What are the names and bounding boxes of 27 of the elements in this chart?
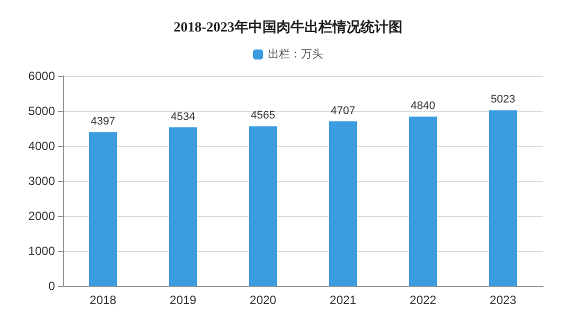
data-label: 4840 [410,100,436,112]
y-tick-label: 1000 [28,244,56,258]
x-tick-label: 2022 [410,293,437,307]
x-tick-label: 2021 [330,293,357,307]
x-tick-label: 2023 [490,293,517,307]
bar [409,116,437,286]
bar [249,126,277,286]
data-label: 4397 [90,116,116,128]
bar [169,127,197,286]
legend-label: 出栏：万头 [268,48,323,60]
data-label: 4534 [170,110,196,123]
x-tick-label: 2018 [90,293,117,307]
data-label: 4565 [250,110,276,122]
y-tick-label: 2000 [28,209,56,223]
data-label: 4707 [330,104,356,117]
y-tick-label: 6000 [28,69,56,83]
data-label: 5023 [490,94,516,106]
x-tick-label: 2020 [250,293,277,307]
x-tick-label: 2019 [170,293,197,307]
y-tick-label: 5000 [28,104,56,118]
bar [329,121,357,286]
y-tick-label: 3000 [28,174,56,188]
chart-title: 2018-2023年中国肉牛出栏情况统计图 [174,18,402,36]
bar [89,132,117,286]
y-tick-label: 0 [48,279,56,293]
bar [489,110,517,286]
y-tick-label: 4000 [28,139,56,153]
